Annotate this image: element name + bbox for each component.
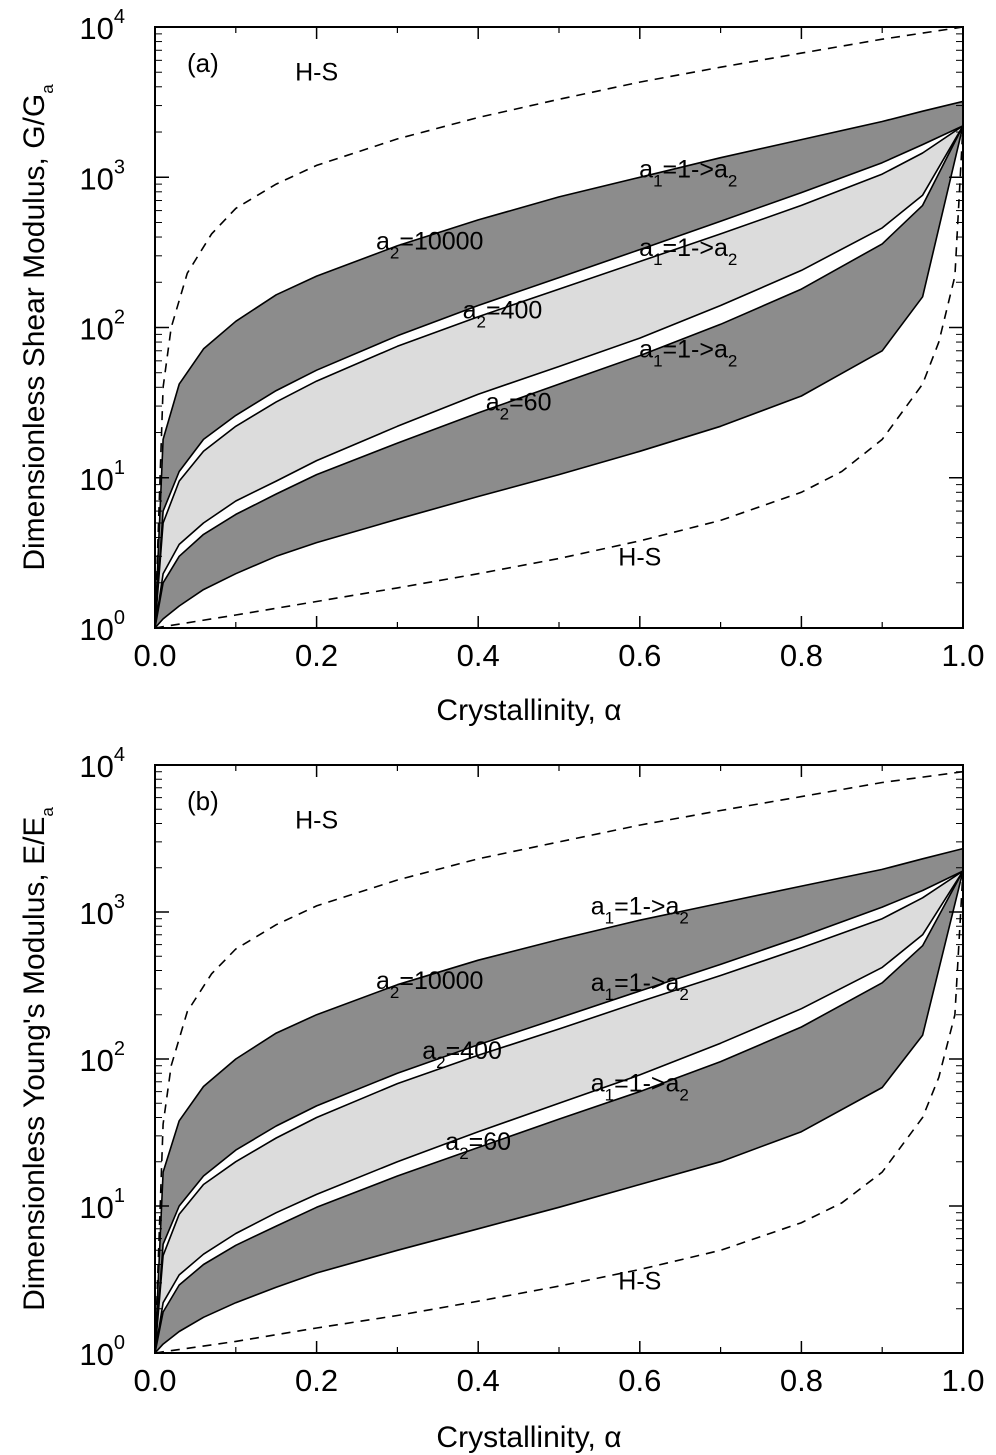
x-tick-label: 1.0 <box>941 638 984 673</box>
y-tick-label: 103 <box>79 156 125 196</box>
annotation: H-S <box>618 544 661 572</box>
hs-lower-bound <box>155 870 963 1353</box>
panel-label: (a) <box>187 48 219 78</box>
x-tick-label: 0.4 <box>457 1363 500 1398</box>
annotation: a2=10000 <box>376 228 484 263</box>
panel-b: 0.0 0.2 0.4 0.6 0.8 1.0 100 101 102 103 104 (b) H-S H… <box>18 744 985 1454</box>
band-1 <box>155 100 963 628</box>
y-axis-title: Dimensionless Young's Modulus, E/Ea <box>18 807 57 1311</box>
annotation: a2=400 <box>422 1037 502 1072</box>
y-tick-label: 104 <box>79 6 125 46</box>
annotation: a1=1->a2 <box>591 969 689 1004</box>
panel-a: 0.0 0.2 0.4 0.6 0.8 1.0 100 101 102 103 104 (a) H-S H… <box>18 6 985 727</box>
y-tick-label: 101 <box>79 457 125 497</box>
x-tick-label: 0.0 <box>133 638 176 673</box>
annotation: H-S <box>618 1268 661 1296</box>
x-tick-label: 0.6 <box>618 638 661 673</box>
x-tick-label: 0.0 <box>133 1363 176 1398</box>
y-tick-label: 101 <box>79 1185 125 1225</box>
y-tick-label: 102 <box>79 1038 125 1078</box>
annotation: a2=10000 <box>376 967 484 1002</box>
band-2 <box>155 870 963 1353</box>
hs-lower-bound <box>155 125 963 628</box>
x-tick-label: 0.2 <box>295 1363 338 1398</box>
annotation: a1=1->a2 <box>639 336 737 371</box>
plot-area <box>155 770 963 1353</box>
annotation: a2=60 <box>486 389 552 424</box>
y-tick-label: 100 <box>79 1332 125 1372</box>
band-2 <box>155 125 963 628</box>
band-1 <box>155 847 963 1353</box>
x-axis-title: Crystallinity, α <box>436 1421 621 1454</box>
annotation: a1=1->a2 <box>591 1070 689 1105</box>
y-tick-label: 103 <box>79 891 125 931</box>
annotation: a1=1->a2 <box>591 893 689 928</box>
band-3 <box>155 125 963 628</box>
annotation: H-S <box>295 59 338 87</box>
panel-label: (b) <box>187 786 219 816</box>
y-tick-label: 104 <box>79 744 125 784</box>
annotation: H-S <box>295 806 338 834</box>
y-axis-title: Dimensionless Shear Modulus, G/Ga <box>18 84 57 571</box>
x-tick-label: 0.8 <box>780 638 823 673</box>
x-tick-label: 0.8 <box>780 1363 823 1398</box>
annotation: a1=1->a2 <box>639 234 737 269</box>
y-tick-label: 100 <box>79 607 125 647</box>
annotation: a2=400 <box>463 296 543 331</box>
y-tick-label: 102 <box>79 307 125 347</box>
annotation: a2=60 <box>445 1128 511 1163</box>
x-tick-label: 0.4 <box>457 638 500 673</box>
x-tick-label: 1.0 <box>941 1363 984 1398</box>
x-tick-label: 0.2 <box>295 638 338 673</box>
annotation: a1=1->a2 <box>639 155 737 190</box>
band-3 <box>155 870 963 1353</box>
x-tick-label: 0.6 <box>618 1363 661 1398</box>
plot-area <box>155 27 963 628</box>
x-axis-title: Crystallinity, α <box>436 694 621 727</box>
